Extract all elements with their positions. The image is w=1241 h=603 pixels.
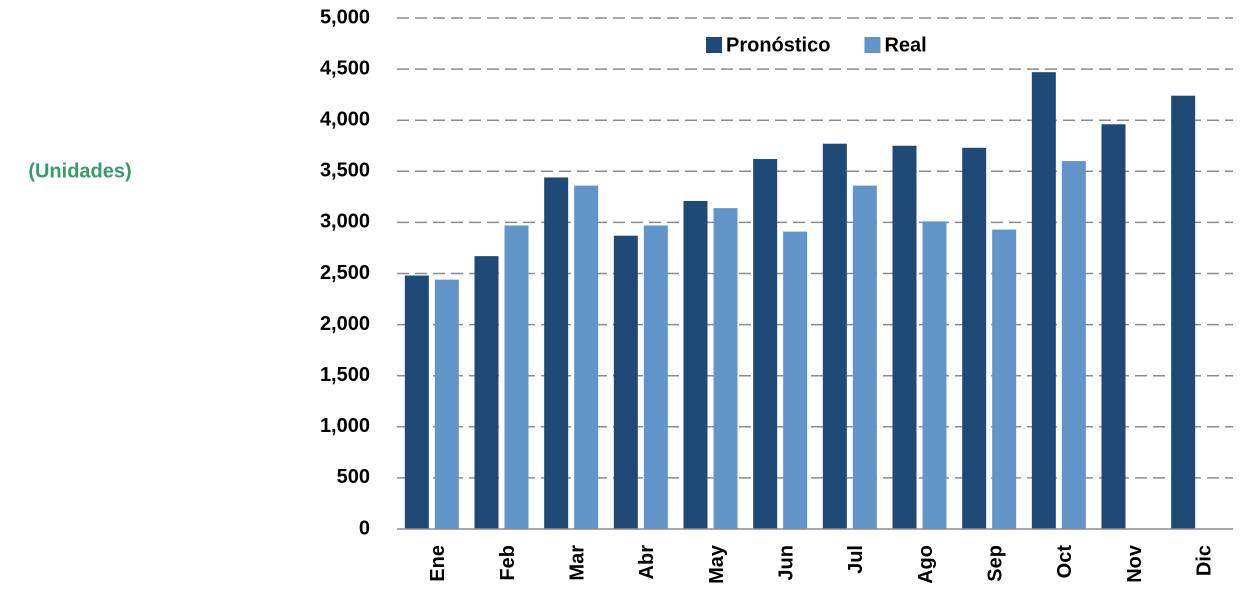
bar <box>753 159 778 529</box>
legend-swatch <box>864 37 881 53</box>
y-tick-label: 0 <box>359 517 370 539</box>
legend-swatch <box>706 37 722 53</box>
x-tick-label: Dic <box>1193 545 1215 576</box>
y-tick-label: 3,000 <box>320 211 370 233</box>
bar <box>474 256 499 529</box>
x-tick-label: Oct <box>1054 545 1076 579</box>
y-tick-label: 2,500 <box>320 262 370 284</box>
bar <box>1171 95 1196 529</box>
bar <box>404 275 429 529</box>
y-tick-label: 1,500 <box>320 364 370 386</box>
bar <box>713 208 738 530</box>
y-tick-label: 4,500 <box>320 57 370 79</box>
bar <box>1101 124 1126 530</box>
x-tick-label: Ene <box>427 545 449 582</box>
bar <box>992 229 1017 529</box>
x-tick-label: Ago <box>915 545 937 584</box>
bar <box>922 221 947 530</box>
x-tick-label: Sep <box>984 545 1006 582</box>
x-tick-label: Jun <box>775 545 797 581</box>
bar <box>683 200 708 530</box>
y-tick-label: 5,000 <box>320 6 370 28</box>
bar <box>892 145 917 529</box>
y-tick-label: 2,000 <box>320 313 370 335</box>
bar <box>852 185 877 529</box>
bar <box>434 279 459 529</box>
bar <box>783 231 808 529</box>
bar <box>613 235 638 529</box>
bar <box>1031 72 1056 529</box>
y-tick-label: 500 <box>337 466 370 488</box>
legend-label: Pronóstico <box>726 34 830 56</box>
x-tick-label: Feb <box>497 545 519 581</box>
bar <box>822 143 847 529</box>
y-tick-label: 4,000 <box>320 108 370 130</box>
bar <box>504 225 529 529</box>
x-tick-label: Jul <box>845 545 867 574</box>
x-tick-label: May <box>706 544 728 584</box>
bar <box>962 147 987 529</box>
x-tick-label: Abr <box>636 545 658 580</box>
x-tick-label: Mar <box>566 545 588 581</box>
bar <box>544 177 569 529</box>
y-tick-label: 3,500 <box>320 160 370 182</box>
legend-label: Real <box>884 34 926 56</box>
y-tick-label: 1,000 <box>320 415 370 437</box>
y-axis-label: (Unidades) <box>28 160 131 182</box>
bar <box>1061 161 1086 529</box>
x-tick-label: Nov <box>1124 544 1146 583</box>
bar <box>643 225 668 529</box>
bar <box>574 185 599 529</box>
